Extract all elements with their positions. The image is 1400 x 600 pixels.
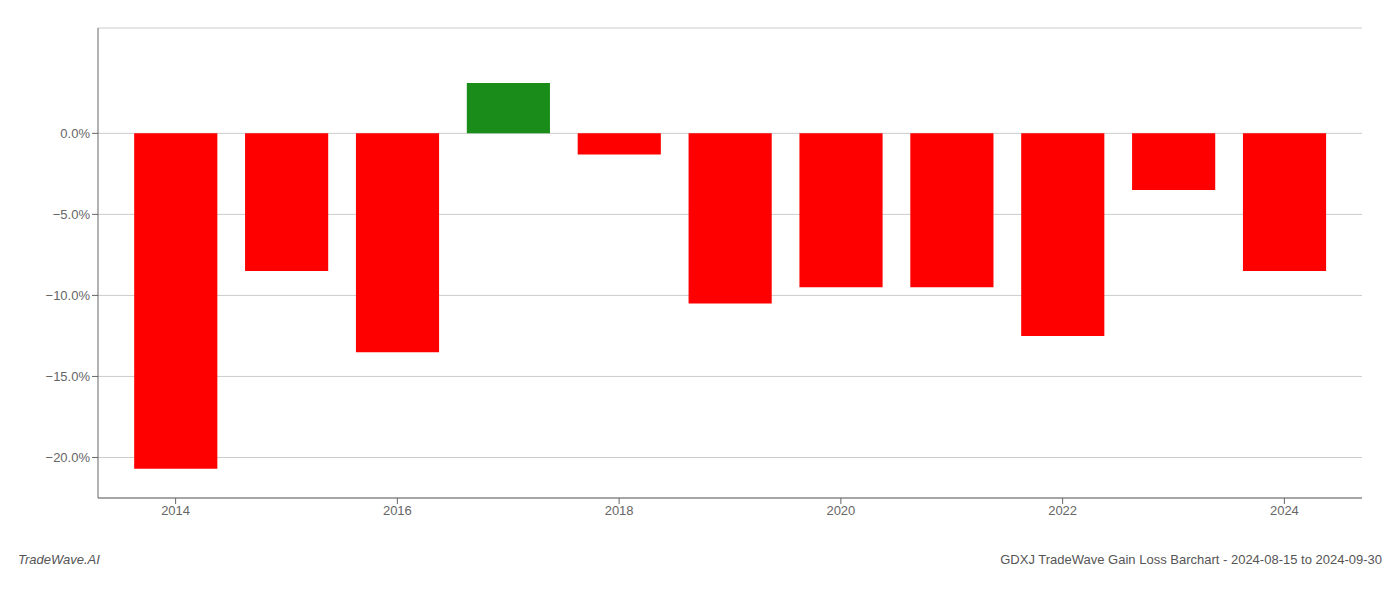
svg-text:2016: 2016: [383, 503, 412, 518]
svg-text:−20.0%: −20.0%: [46, 450, 91, 465]
svg-text:−15.0%: −15.0%: [46, 369, 91, 384]
svg-text:2024: 2024: [1270, 503, 1299, 518]
html-text:TradeWave.AI: TradeWave.AI: [18, 552, 100, 567]
svg-text:2020: 2020: [826, 503, 855, 518]
svg-text:2014: 2014: [161, 503, 190, 518]
svg-text:2018: 2018: [605, 503, 634, 518]
svg-text:−5.0%: −5.0%: [53, 207, 91, 222]
svg-text:−10.0%: −10.0%: [46, 288, 91, 303]
svg-text:0.0%: 0.0%: [60, 126, 90, 141]
html-text:GDXJ TradeWave Gain Loss Barch: GDXJ TradeWave Gain Loss Barchart - 2024…: [1000, 552, 1382, 567]
svg-text:2022: 2022: [1048, 503, 1077, 518]
